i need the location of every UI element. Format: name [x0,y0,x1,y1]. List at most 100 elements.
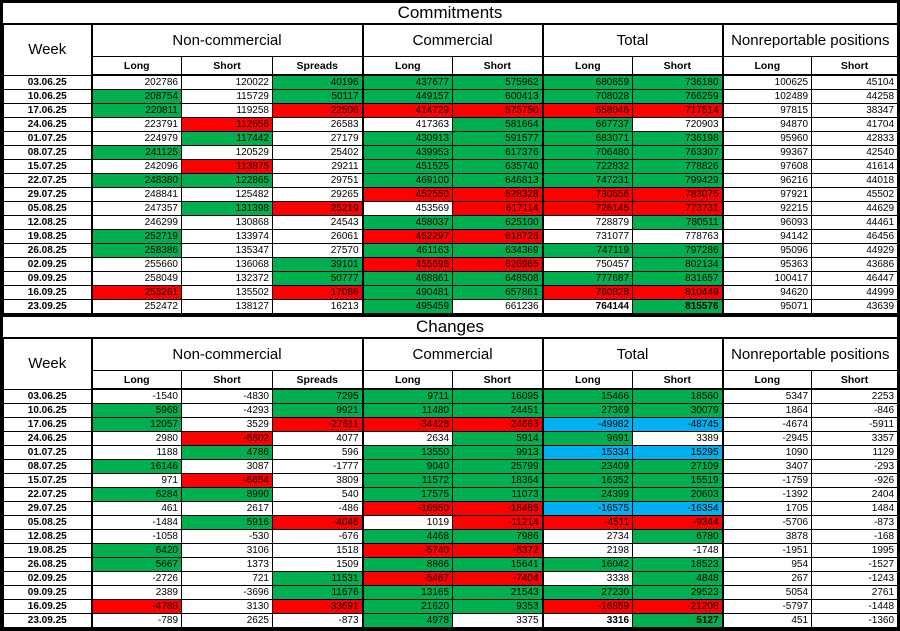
value-cell: -5911 [811,417,899,432]
value-cell: 658046 [541,103,634,118]
value-cell: 3375 [452,613,544,628]
week-cell: 19.08.25 [3,543,93,558]
value-cell: 18364 [452,473,544,488]
value-cell: 971 [90,473,182,488]
value-cell: 625100 [452,215,544,230]
value-cell: -5467 [361,571,454,586]
value-cell: 27109 [632,459,724,474]
value-cell: 2634 [361,431,454,446]
value-cell: 11572 [361,473,454,488]
value-cell: 40196 [271,74,364,90]
value-cell: 97608 [721,159,813,174]
value-cell: 17086 [271,285,364,300]
value-cell: 626965 [452,257,544,272]
value-cell: 437677 [361,74,454,90]
value-cell: 248841 [90,187,182,202]
value-cell: -4674 [721,417,813,432]
value-cell: 5667 [90,557,182,572]
value-cell: 42833 [811,131,899,146]
value-cell: 3316 [541,613,634,628]
value-cell: 455696 [361,257,454,272]
table-row: 08.07.25 16146 3087 -1777 9040 25799 23409 2710… [3,459,899,474]
value-cell: 92215 [721,201,813,216]
value-cell: 618728 [452,229,544,244]
value-cell: 95096 [721,243,813,258]
value-cell: 12057 [90,417,182,432]
value-cell: 439953 [361,145,454,160]
value-cell: 706480 [541,145,634,160]
value-cell: -789 [90,613,182,628]
value-cell: -1777 [271,459,364,474]
commitments-body: 03.06.25 202786 120022 40196 437677 575962 680… [3,74,899,314]
value-cell: 778826 [632,159,724,174]
value-cell: 202786 [90,74,182,90]
changes-table: Week Non-commercial Commercial Total Non… [3,338,899,628]
week-cell: 02.09.25 [3,571,93,586]
week-cell: 23.09.25 [3,299,93,314]
value-cell: 802134 [632,257,724,272]
value-cell: 27369 [541,403,634,418]
value-cell: 4077 [271,431,364,446]
value-cell: 15466 [541,388,634,404]
week-cell: 22.07.25 [3,173,93,188]
value-cell: 764144 [541,299,634,314]
week-cell: 12.08.25 [3,529,93,544]
value-cell: 45502 [811,187,899,202]
value-cell: -1759 [721,473,813,488]
value-cell: -16550 [361,501,454,516]
value-cell: 728879 [541,215,634,230]
value-cell: 783075 [632,187,724,202]
value-cell: 3389 [632,431,724,446]
value-cell: -5706 [721,515,813,530]
subheader-t-long: Long [541,56,634,76]
value-cell: 5916 [181,515,273,530]
table-row: 22.07.25 248380 122865 29751 469100 646813 747… [3,173,899,188]
subheader-c-short: Short [452,370,544,390]
value-cell: 38347 [811,103,899,118]
value-cell: 112656 [181,117,273,132]
table-row: 24.06.25 2980 -6602 4077 2634 5914 9691 3389 -29… [3,431,899,446]
table-row: 22.07.25 6284 8990 540 17575 11073 24399 20603-… [3,487,899,502]
table-row: 12.08.25 246299 130868 24543 458037 625100 728… [3,215,899,230]
value-cell: 778763 [632,229,724,244]
subheader-nc-short: Short [181,370,273,390]
value-cell: 115729 [181,89,273,104]
value-cell: 667737 [541,117,634,132]
value-cell: 138127 [181,299,273,314]
value-cell: 954 [721,557,813,572]
value-cell: 1188 [90,445,182,460]
value-cell: 15334 [541,445,634,460]
value-cell: 635740 [452,159,544,174]
value-cell: 1995 [811,543,899,558]
value-cell: 3809 [271,473,364,488]
value-cell: 730656 [541,187,634,202]
value-cell: -11214 [452,515,544,530]
value-cell: -2726 [90,571,182,586]
week-cell: 22.07.25 [3,487,93,502]
value-cell: 2734 [541,529,634,544]
value-cell: 540 [271,487,364,502]
value-cell: 252472 [90,299,182,314]
value-cell: 242096 [90,159,182,174]
value-cell: 451 [721,613,813,628]
value-cell: 414729 [361,103,454,118]
value-cell: 25402 [271,145,364,160]
value-cell: 46456 [811,229,899,244]
value-cell: -6372 [452,543,544,558]
week-cell: 02.09.25 [3,257,93,272]
value-cell: 11531 [271,571,364,586]
value-cell: 120529 [181,145,273,160]
value-cell: 2404 [811,487,899,502]
subheader-t-long: Long [541,370,634,390]
value-cell: 39101 [271,257,364,272]
value-cell: 683071 [541,131,634,146]
value-cell: 16095 [452,388,544,404]
value-cell: -873 [271,613,364,628]
week-cell: 19.08.25 [3,229,93,244]
value-cell: 41704 [811,117,899,132]
value-cell: 96093 [721,215,813,230]
value-cell: 220811 [90,103,182,118]
value-cell: 810449 [632,285,724,300]
commitments-table: Week Non-commercial Commercial Total Non… [3,24,899,314]
value-cell: 3407 [721,459,813,474]
